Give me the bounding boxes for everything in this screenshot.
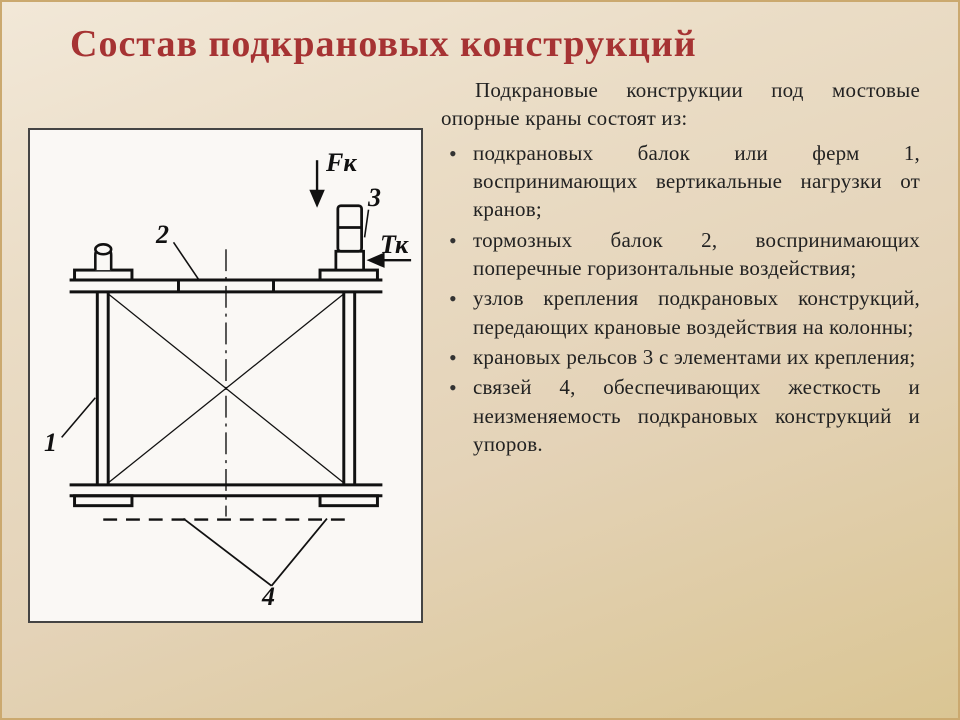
content-row: Fк Тк 3 2 1 4 Подкрановые конструкции по… <box>0 72 960 623</box>
diagram-label-fk: Fк <box>326 148 357 178</box>
diagram-label-3: 3 <box>368 183 381 213</box>
diagram-label-2: 2 <box>156 220 169 250</box>
diagram-svg <box>30 130 421 621</box>
list-item: подкрановых балок или ферм 1, воспринима… <box>449 139 920 224</box>
diagram-column: Fк Тк 3 2 1 4 <box>28 72 423 623</box>
text-column: Подкрановые конструкции под мостовые опо… <box>441 72 920 623</box>
list-item: узлов крепления подкрановых конструкций,… <box>449 284 920 341</box>
list-item-text: узлов крепления подкрановых конструкций,… <box>473 286 920 338</box>
diagram: Fк Тк 3 2 1 4 <box>28 128 423 623</box>
list-item-text: крановых рельсов 3 с элементами их крепл… <box>473 345 916 369</box>
bullet-list: подкрановых балок или ферм 1, воспринима… <box>441 139 920 459</box>
list-item: связей 4, обеспечивающих жесткость и неи… <box>449 373 920 458</box>
diagram-label-tk: Тк <box>380 230 408 260</box>
list-item: тормозных балок 2, воспринимающих попере… <box>449 226 920 283</box>
list-item-text: связей 4, обеспечивающих жесткость и неи… <box>473 375 920 456</box>
list-item: крановых рельсов 3 с элементами их крепл… <box>449 343 920 371</box>
list-item-text: подкрановых балок или ферм 1, воспринима… <box>473 141 920 222</box>
list-item-text: тормозных балок 2, воспринимающих попере… <box>473 228 920 280</box>
intro-text: Подкрановые конструкции под мостовые опо… <box>441 76 920 133</box>
diagram-label-4: 4 <box>262 582 275 612</box>
page-title: Состав подкрановых конструкций <box>0 0 960 72</box>
diagram-label-1: 1 <box>44 428 57 458</box>
